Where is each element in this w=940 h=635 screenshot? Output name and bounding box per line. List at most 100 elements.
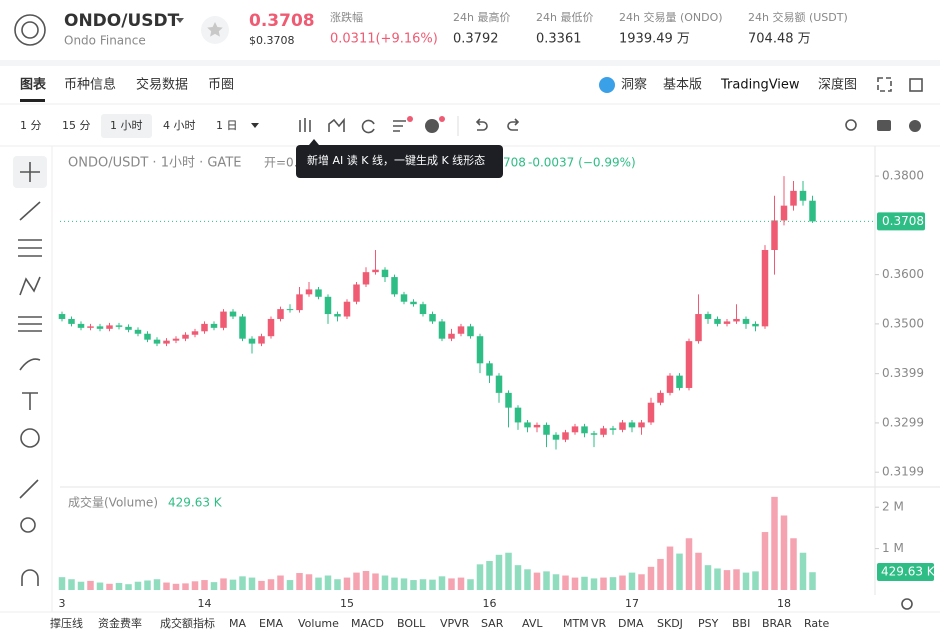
line-tool[interactable] <box>19 201 41 221</box>
y-tick-label: 0.3800 <box>882 169 924 183</box>
plus-icon[interactable] <box>425 119 439 133</box>
axis-settings[interactable] <box>901 598 913 610</box>
replay-icon[interactable] <box>361 119 375 134</box>
volume-bar <box>619 575 626 590</box>
volume-bar <box>305 574 313 590</box>
candle-body <box>590 433 598 435</box>
badge <box>439 116 445 122</box>
view-tab[interactable]: 基本版 <box>663 78 702 93</box>
zoom-tool[interactable] <box>20 517 36 533</box>
pair[interactable]: ONDO/USDT <box>64 11 180 31</box>
indicator[interactable]: SAR <box>481 617 504 630</box>
tab[interactable]: 图表 <box>20 77 47 93</box>
indicator[interactable]: Volume <box>298 617 339 630</box>
candle-icon[interactable] <box>299 118 311 132</box>
tooltip-bg <box>296 145 503 178</box>
channel-tool[interactable] <box>18 239 42 257</box>
candle-body <box>144 333 151 340</box>
candle-body <box>657 392 664 403</box>
view-tab[interactable]: 深度图 <box>818 77 857 93</box>
pattern-tool[interactable] <box>19 276 41 296</box>
volume-bar <box>163 582 170 590</box>
indicator[interactable]: AVL <box>522 617 543 630</box>
camera-icon[interactable] <box>877 120 891 131</box>
candle-body <box>467 326 474 337</box>
volume-bar <box>429 579 436 590</box>
volume-bar <box>581 576 588 590</box>
indicator[interactable]: VR <box>591 617 607 630</box>
tooltip-arrow <box>309 139 319 145</box>
candle-body <box>742 318 750 324</box>
interval[interactable]: 1 分 <box>20 119 42 132</box>
x-tick-label: 3 <box>59 597 66 610</box>
indicator[interactable]: 资金费率 <box>98 616 142 630</box>
indicator[interactable]: 成交额指标 <box>160 616 215 630</box>
candle-body <box>229 311 237 317</box>
volume-bar <box>296 573 303 590</box>
y-tick-label: 0.3500 <box>882 316 924 330</box>
ruler-tool[interactable] <box>19 479 39 499</box>
indicator[interactable]: MACD <box>351 617 384 630</box>
volume-bar <box>590 578 598 590</box>
star <box>207 22 223 37</box>
last-price-label: 0.3708 <box>882 214 924 228</box>
volume-box <box>877 563 934 581</box>
fib-tool[interactable] <box>18 316 42 332</box>
view-tab[interactable]: 洞察 <box>621 78 647 93</box>
indicator[interactable]: PSY <box>698 617 719 630</box>
candle-body <box>239 316 246 339</box>
interval[interactable]: 1 日 <box>216 119 238 132</box>
indicator[interactable]: BOLL <box>397 617 426 630</box>
volume-bar <box>258 580 265 590</box>
indicator[interactable]: MTM <box>563 617 589 630</box>
caret[interactable] <box>251 123 259 128</box>
tab[interactable]: 币圈 <box>208 78 234 93</box>
brush-tool[interactable] <box>19 358 41 371</box>
candle-body <box>182 334 189 339</box>
view-tab[interactable]: TradingView <box>720 78 800 93</box>
text-tool[interactable] <box>22 392 38 410</box>
window-icon[interactable] <box>909 78 923 92</box>
settings-icon[interactable] <box>909 120 921 132</box>
drawing-tools <box>18 162 42 586</box>
crosshair-tool[interactable] <box>20 162 40 182</box>
magnet-tool[interactable] <box>21 569 39 586</box>
candle-body <box>410 301 417 305</box>
indicator[interactable]: VPVR <box>440 617 470 630</box>
candle-body <box>495 375 503 393</box>
volume-bar <box>533 572 541 590</box>
x-tick-label: 16 <box>483 597 497 610</box>
y-tick-label: 0.3399 <box>882 366 924 380</box>
indicator[interactable]: EMA <box>259 617 283 630</box>
emoji-tool[interactable] <box>20 428 40 448</box>
undo-icon[interactable] <box>475 118 488 131</box>
y-tick-label: 0.3600 <box>882 267 924 281</box>
indicator[interactable]: BRAR <box>762 617 792 630</box>
volume-bar <box>343 577 351 590</box>
ai-icon[interactable] <box>393 120 406 132</box>
indicator[interactable]: MA <box>229 617 246 630</box>
interval[interactable]: 4 小时 <box>163 119 196 132</box>
indicator[interactable]: Rate <box>804 617 829 630</box>
redo-icon[interactable] <box>507 118 520 131</box>
indicator-icon[interactable] <box>328 117 345 132</box>
search-icon[interactable] <box>845 119 857 131</box>
indicator[interactable]: SKDJ <box>657 617 683 630</box>
fullscreen-icon[interactable] <box>877 77 892 92</box>
volume-bar <box>476 564 484 590</box>
tab[interactable]: 交易数据 <box>136 77 188 93</box>
candle-body <box>163 340 170 344</box>
indicator[interactable]: DMA <box>618 617 644 630</box>
caret[interactable] <box>176 18 184 23</box>
indicator[interactable]: 撑压线 <box>50 616 83 630</box>
interval[interactable]: 1 小时 <box>110 119 143 132</box>
candle-body <box>695 314 702 342</box>
interval[interactable]: 15 分 <box>62 119 91 132</box>
volume-bar <box>552 574 560 590</box>
indicator[interactable]: BBI <box>732 617 750 630</box>
candle-body <box>790 190 797 206</box>
volume-current: 429.63 K <box>168 496 223 510</box>
volume-bar <box>106 583 113 590</box>
candle-body <box>419 304 427 315</box>
tab[interactable]: 币种信息 <box>64 77 116 93</box>
